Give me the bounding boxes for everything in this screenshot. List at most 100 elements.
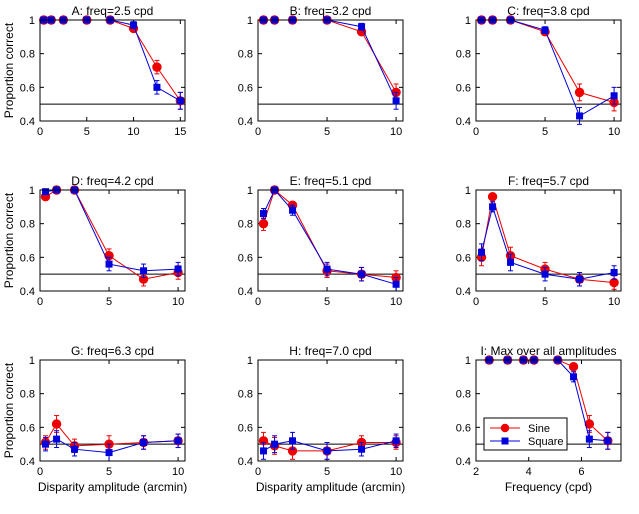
x-tick-label: 5 xyxy=(324,466,330,478)
data-point-sine xyxy=(52,420,60,428)
data-point-square xyxy=(358,271,365,278)
y-tick-label: 0.6 xyxy=(456,422,471,434)
y-tick-label: 0.4 xyxy=(456,116,471,128)
data-point-square xyxy=(289,207,296,214)
y-tick-label: 0.6 xyxy=(456,252,471,264)
axes-frame xyxy=(258,20,403,121)
x-axis-label: Disparity amplitude (arcmin) xyxy=(256,480,405,494)
y-tick-label: 1 xyxy=(247,355,253,367)
series-sine xyxy=(259,432,400,459)
data-point-square xyxy=(260,210,267,217)
y-axis-label: Proportion correct xyxy=(2,362,16,458)
data-point-square xyxy=(611,92,618,99)
x-tick-label: 5 xyxy=(84,126,90,138)
data-point-square xyxy=(140,439,147,446)
x-tick-label: 0 xyxy=(37,126,43,138)
y-tick-label: 0.6 xyxy=(20,422,35,434)
y-tick-label: 0.6 xyxy=(238,82,253,94)
x-tick-label: 10 xyxy=(127,126,139,138)
panel-title: I: Max over all amplitudes xyxy=(480,344,616,358)
x-tick-label: 10 xyxy=(390,466,402,478)
panel-c: C: freq=3.8 cpd0.40.60.810 5 10 xyxy=(456,4,621,138)
data-point-sine xyxy=(259,219,267,227)
data-point-sine xyxy=(569,363,577,371)
y-axis-label: Proportion correct xyxy=(2,192,16,288)
y-tick-label: 0.4 xyxy=(238,456,253,468)
y-tick-label: 0.8 xyxy=(456,49,471,61)
data-point-square xyxy=(324,447,331,454)
x-tick-label: 5 xyxy=(324,296,330,308)
figure-grid: A: freq=2.5 cpd0.40.60.810 5 10 15Proportio… xyxy=(0,0,639,514)
series-sine xyxy=(41,416,182,453)
y-tick-label: 1 xyxy=(465,15,471,27)
data-point-sine xyxy=(488,193,496,201)
y-tick-label: 1 xyxy=(465,355,471,367)
y-tick-label: 0.6 xyxy=(238,252,253,264)
x-tick-label: 10 xyxy=(608,126,620,138)
y-tick-label: 0.6 xyxy=(238,422,253,434)
y-tick-label: 1 xyxy=(465,185,471,197)
x-axis-label: Frequency (cpd) xyxy=(505,480,592,494)
x-tick-label: 5 xyxy=(542,126,548,138)
panel-title: A: freq=2.5 cpd xyxy=(72,4,154,18)
series-square xyxy=(478,202,618,286)
x-tick-label: 5 xyxy=(106,296,112,308)
x-tick-label: 10 xyxy=(172,466,184,478)
data-point-square xyxy=(393,437,400,444)
y-tick-label: 1 xyxy=(29,15,35,27)
data-point-square xyxy=(324,266,331,273)
x-tick-label: 4 xyxy=(526,466,532,478)
series-line xyxy=(264,190,397,278)
data-point-square xyxy=(140,267,147,274)
y-tick-label: 0.4 xyxy=(20,456,35,468)
panel-title: F: freq=5.7 cpd xyxy=(508,174,589,188)
data-point-square xyxy=(542,271,549,278)
data-point-square xyxy=(106,449,113,456)
series-sine xyxy=(40,16,185,109)
data-point-sine xyxy=(153,63,161,71)
x-tick-label: 0 xyxy=(37,466,43,478)
x-tick-label: 2 xyxy=(473,466,479,478)
y-tick-label: 1 xyxy=(29,355,35,367)
x-tick-label: 0 xyxy=(255,466,261,478)
x-tick-label: 5 xyxy=(106,466,112,478)
data-point-square xyxy=(42,188,49,195)
series-square xyxy=(260,432,400,459)
data-point-square xyxy=(611,269,618,276)
x-tick-label: 5 xyxy=(542,296,548,308)
data-point-square xyxy=(71,446,78,453)
data-point-square xyxy=(489,203,496,210)
panel-e: E: freq=5.1 cpd0.40.60.810 5 10 xyxy=(238,174,403,308)
data-point-square xyxy=(542,27,549,34)
x-tick-label: 0 xyxy=(473,126,479,138)
y-tick-label: 0.8 xyxy=(238,389,253,401)
x-tick-label: 0 xyxy=(255,296,261,308)
y-tick-label: 0.4 xyxy=(20,116,35,128)
x-tick-label: 10 xyxy=(608,296,620,308)
data-point-square xyxy=(42,441,49,448)
panel-title: D: freq=4.2 cpd xyxy=(71,174,153,188)
x-tick-label: 10 xyxy=(390,296,402,308)
data-point-square xyxy=(393,97,400,104)
y-tick-label: 0.8 xyxy=(20,219,35,231)
data-point-square xyxy=(289,437,296,444)
x-tick-label: 10 xyxy=(172,296,184,308)
data-point-square xyxy=(153,84,160,91)
data-point-square xyxy=(53,436,60,443)
series-line xyxy=(264,20,397,92)
legend-marker-square xyxy=(502,438,509,445)
x-tick-label: 6 xyxy=(578,466,584,478)
data-point-square xyxy=(478,249,485,256)
y-tick-label: 0.4 xyxy=(238,116,253,128)
axes-frame xyxy=(258,360,403,461)
data-point-square xyxy=(604,437,611,444)
y-tick-label: 0.6 xyxy=(20,82,35,94)
data-point-square xyxy=(177,97,184,104)
panel-title: B: freq=3.2 cpd xyxy=(290,4,372,18)
y-tick-label: 0.6 xyxy=(456,82,471,94)
